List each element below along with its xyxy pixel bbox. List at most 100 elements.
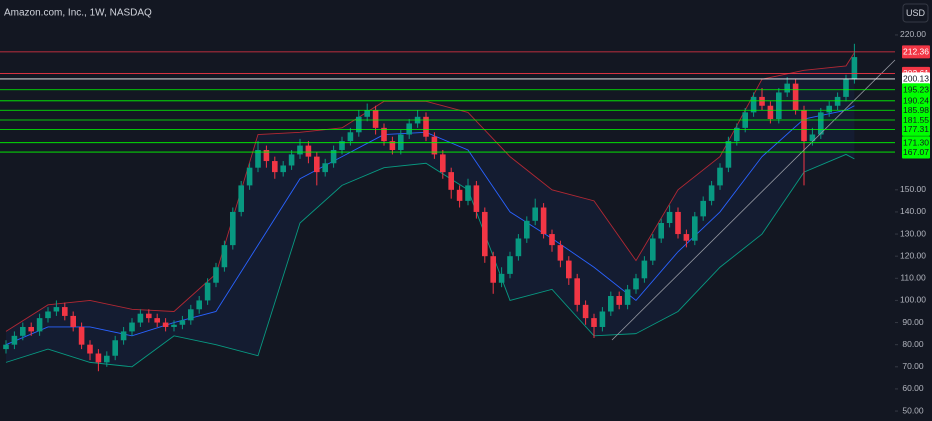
level-label: 190.24 — [903, 96, 929, 106]
y-tick-label: 150.00 — [900, 184, 926, 194]
level-label: 171.30 — [903, 137, 929, 147]
candle-body — [599, 311, 606, 327]
candle-body — [608, 296, 614, 312]
candle-body — [112, 340, 118, 356]
candle-body — [818, 112, 824, 135]
y-tick-label: 120.00 — [900, 250, 926, 260]
candle-body — [255, 149, 261, 168]
candle-body — [549, 234, 555, 246]
candle-body — [650, 238, 656, 261]
candle-body — [465, 185, 471, 201]
candle-body — [700, 200, 706, 217]
chart-title: Amazon.com, Inc., 1W, NASDAQ — [4, 8, 152, 19]
candle-body — [456, 189, 463, 201]
level-tag — [902, 72, 930, 86]
candle-body — [658, 222, 664, 239]
candle-body — [204, 282, 211, 301]
candle-body — [45, 311, 51, 319]
candle-body — [221, 245, 228, 268]
candle-body — [633, 278, 639, 290]
candle-body — [280, 165, 286, 173]
candle-body — [196, 300, 202, 310]
y-tick-label: 90.00 — [902, 317, 924, 327]
candle-body — [87, 344, 93, 354]
candle-body — [524, 220, 530, 239]
candle-body — [507, 256, 513, 274]
levels: 212.36202.61200.13195.23190.24185.98181.… — [0, 45, 930, 159]
y-tick-label: 130.00 — [900, 228, 926, 238]
candle-body — [314, 156, 320, 173]
candle-body — [188, 309, 194, 321]
candle-body — [683, 234, 690, 241]
y-tick-label: 70.00 — [902, 361, 924, 371]
candle-body — [339, 141, 345, 150]
candle-body — [557, 245, 564, 261]
candle-body — [809, 134, 816, 142]
candle-body — [784, 83, 790, 93]
candle-body — [3, 344, 9, 350]
candle-body — [272, 161, 278, 173]
candle-body — [834, 96, 841, 106]
candle-body — [398, 134, 404, 150]
candle-body — [263, 149, 270, 162]
level-label: 212.36 — [903, 47, 929, 57]
level-tag — [902, 122, 930, 136]
currency-button[interactable] — [902, 3, 929, 23]
candle-body — [389, 141, 396, 150]
candle-body — [213, 267, 219, 283]
candle-body — [288, 154, 295, 166]
candle-body — [801, 110, 807, 142]
candle-body — [104, 355, 110, 363]
price-axis: 220.00 150.00 140.00 130.00 120.00 110.00 100.… — [895, 29, 926, 415]
candle-body — [179, 320, 186, 325]
band-fill — [6, 52, 855, 367]
candle-body — [230, 211, 236, 246]
candle-body — [540, 207, 547, 235]
candle-body — [297, 145, 303, 155]
candle-body — [356, 116, 362, 133]
candle-body — [406, 123, 412, 135]
candle-body — [330, 149, 337, 164]
candle-body — [843, 79, 849, 97]
bands — [5, 52, 855, 368]
candle-body — [347, 132, 354, 142]
currency-label[interactable]: USD — [906, 8, 926, 18]
candle-body — [20, 326, 26, 336]
candle-body — [11, 335, 18, 345]
candle-body — [490, 256, 496, 283]
candle-body — [725, 141, 732, 168]
y-tick-label: 110.00 — [900, 273, 926, 283]
candle-body — [851, 57, 858, 80]
candle-body — [137, 313, 144, 323]
candle-body — [641, 260, 648, 279]
level-label: 200.13 — [903, 74, 929, 84]
candle-body — [498, 273, 505, 283]
candle-body — [129, 322, 135, 332]
level-label: 195.23 — [903, 85, 929, 95]
candle-body — [423, 116, 429, 137]
candle-body — [750, 96, 757, 113]
candle-body — [482, 211, 488, 257]
y-tick-label: 220.00 — [900, 29, 926, 39]
candle-body — [364, 110, 370, 117]
candle-body — [305, 145, 312, 157]
candle-body — [448, 172, 454, 190]
candle-body — [616, 296, 622, 305]
candle-body — [171, 324, 177, 327]
band-lower — [5, 153, 855, 368]
candle-body — [146, 313, 152, 319]
candle-body — [708, 185, 715, 201]
candle-body — [246, 167, 253, 186]
level-label: 181.55 — [903, 115, 929, 125]
y-tick-label: 80.00 — [902, 339, 924, 349]
level-tag — [902, 45, 930, 59]
candle-body — [759, 96, 765, 106]
candle-body — [734, 127, 740, 142]
candle-body — [826, 105, 832, 113]
level-tag — [902, 83, 930, 97]
candle-body — [591, 318, 597, 327]
candle-body — [95, 353, 102, 363]
candle-body — [717, 167, 723, 186]
band-upper — [5, 52, 855, 332]
